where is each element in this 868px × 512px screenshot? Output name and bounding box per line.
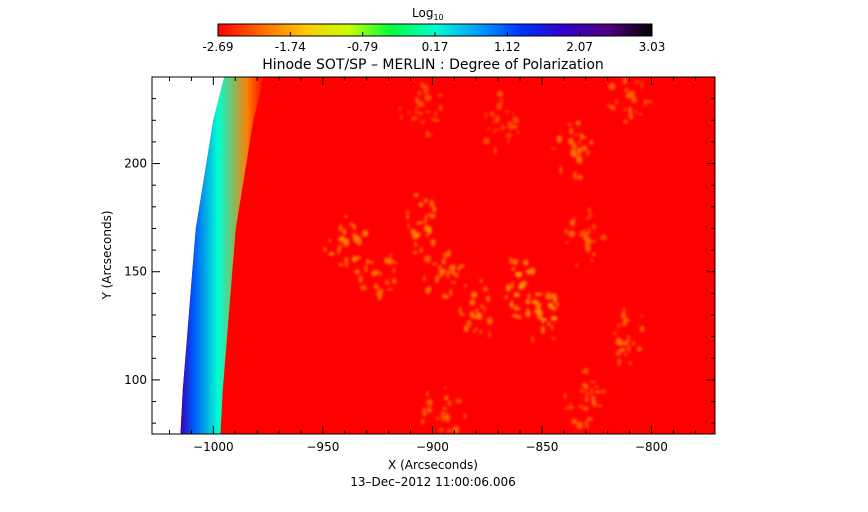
bright-patch [405, 193, 437, 254]
colorbar-tick-label: 0.17 [422, 40, 449, 54]
bright-patch [483, 90, 520, 155]
off-limb-region [152, 77, 225, 434]
bright-patches [323, 77, 653, 434]
colorbar-tick-label: -1.74 [275, 40, 306, 54]
x-tick-label: −900 [416, 440, 449, 454]
x-tick-label: −850 [525, 440, 558, 454]
chart-title: Hinode SOT/SP – MERLIN : Degree of Polar… [262, 57, 604, 73]
y-tick-label: 200 [124, 157, 147, 171]
y-axis-label: Y (Arcseconds) [100, 210, 114, 300]
x-tick-label: −800 [635, 440, 668, 454]
bright-patch [519, 292, 559, 344]
colorbar-label: Log10 [412, 6, 444, 22]
colorbar-tick-label: -2.69 [202, 40, 233, 54]
bright-patch [564, 207, 607, 268]
bright-patch [323, 214, 369, 268]
y-axis: 100 150 200 [124, 76, 715, 424]
x-tick-label: −950 [306, 440, 339, 454]
x-axis-label: X (Arcseconds) [388, 458, 478, 472]
plot-frame [151, 76, 716, 435]
heatmap-image [152, 77, 715, 434]
y-tick-label: 150 [124, 265, 147, 279]
bright-patch [354, 253, 398, 301]
bright-patch [606, 77, 653, 124]
colorbar-tick-label: 1.12 [494, 40, 521, 54]
bright-patch [504, 257, 540, 318]
colorbar-ticks: -2.69 -1.74 -0.79 0.17 1.12 2.07 3.03 [202, 32, 665, 54]
colorbar-tick-label: 3.03 [639, 40, 666, 54]
colorbar-tick-label: -0.79 [347, 40, 378, 54]
bright-patch [458, 278, 493, 339]
x-axis: −1000 −950 −900 −850 −800 [169, 77, 696, 454]
bright-patch [422, 249, 466, 299]
x-tick-label: −1000 [193, 440, 234, 454]
colorbar-tick-label: 2.07 [566, 40, 593, 54]
bright-patch [564, 367, 607, 430]
bright-patch [398, 81, 443, 138]
timestamp: 13–Dec–2012 11:00:06.006 [350, 475, 515, 489]
limb-band [180, 77, 265, 434]
bright-patch [613, 308, 645, 366]
y-tick-label: 100 [124, 373, 147, 387]
bright-patch [551, 120, 594, 180]
